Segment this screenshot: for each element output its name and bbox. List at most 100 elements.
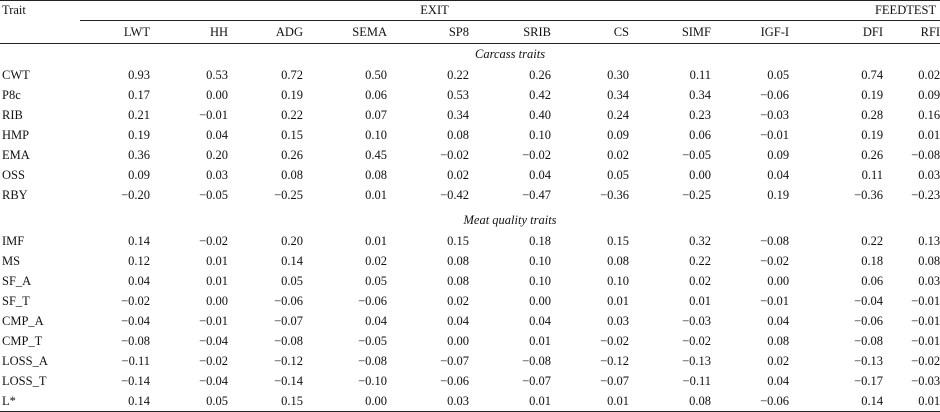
value-cell-sp8: 0.08 bbox=[447, 274, 469, 288]
table-row: P8c 0.17 0.00 0.19 0.06 0.53 0.42 0.34 0.34 −0.06… bbox=[0, 85, 940, 105]
table-row: EMA 0.36 0.20 0.26 0.45 −0.02 −0.02 0.02 −0.05 0.… bbox=[0, 145, 940, 165]
value-cell-hh: −0.01 bbox=[199, 314, 228, 328]
value-cell-cs: 0.34 bbox=[607, 88, 629, 102]
value-cell-srib: −0.47 bbox=[522, 188, 551, 202]
value-cell-cs: 0.03 bbox=[607, 314, 629, 328]
trait-name-cell: OSS bbox=[2, 168, 25, 182]
value-cell-simf: −0.25 bbox=[682, 188, 711, 202]
value-cell-adg: 0.05 bbox=[281, 274, 303, 288]
table-row: LOSS_T −0.14 −0.04 −0.14 −0.10 −0.06 −0.07 −0.0… bbox=[0, 371, 940, 391]
value-cell-rfi: −0.03 bbox=[911, 374, 940, 388]
value-cell-hh: 0.00 bbox=[206, 88, 228, 102]
section-title-blank bbox=[0, 210, 80, 231]
value-cell-igf-i: 0.04 bbox=[767, 168, 790, 182]
table-row: CWT 0.93 0.53 0.72 0.50 0.22 0.26 0.30 0.11 0.05 0… bbox=[0, 65, 940, 85]
value-cell-simf: 0.00 bbox=[689, 168, 711, 182]
section-title-blank bbox=[0, 44, 80, 66]
value-cell-sp8: 0.22 bbox=[447, 68, 469, 82]
value-cell-srib: 0.26 bbox=[529, 68, 551, 82]
table-row: CMP_A −0.04 −0.01 −0.07 0.04 0.04 0.04 0.03 −0.0… bbox=[0, 311, 940, 331]
value-cell-dfi: −0.04 bbox=[854, 294, 884, 308]
value-cell-dfi: 0.19 bbox=[861, 128, 884, 142]
value-cell-simf: −0.13 bbox=[682, 354, 711, 368]
value-cell-srib: 0.40 bbox=[529, 108, 551, 122]
value-cell-dfi: −0.36 bbox=[854, 188, 884, 202]
value-cell-adg: 0.26 bbox=[281, 148, 303, 162]
value-cell-rfi: 0.03 bbox=[918, 168, 940, 182]
column-header-sp8: SP8 bbox=[387, 20, 469, 44]
value-cell-lwt: 0.09 bbox=[128, 168, 150, 182]
value-cell-lwt: 0.04 bbox=[128, 274, 150, 288]
value-cell-sp8: 0.53 bbox=[447, 88, 469, 102]
table-row: OSS 0.09 0.03 0.08 0.08 0.02 0.04 0.05 0.00 0.04 0… bbox=[0, 165, 940, 185]
value-cell-simf: −0.02 bbox=[682, 334, 711, 348]
value-cell-sema: 0.01 bbox=[365, 234, 387, 248]
section-title-row: Meat quality traits bbox=[0, 210, 940, 231]
value-cell-cs: 0.08 bbox=[607, 254, 629, 268]
column-header-rfi: RFI bbox=[883, 20, 940, 44]
value-cell-srib: 0.00 bbox=[529, 294, 551, 308]
value-cell-hh: 0.05 bbox=[152, 391, 228, 412]
value-cell-sema: 0.08 bbox=[365, 168, 387, 182]
value-cell-dfi: 0.26 bbox=[861, 148, 884, 162]
value-cell-srib: 0.10 bbox=[529, 254, 551, 268]
value-cell-igf-i: −0.06 bbox=[711, 391, 790, 412]
value-cell-lwt: 0.21 bbox=[128, 108, 150, 122]
column-header-cs: CS bbox=[551, 20, 629, 44]
value-cell-sema: 0.50 bbox=[365, 68, 387, 82]
trait-name-cell: SF_A bbox=[2, 274, 32, 288]
value-cell-sema: 0.05 bbox=[365, 274, 387, 288]
value-cell-rfi: 0.13 bbox=[918, 234, 940, 248]
value-cell-hh: 0.00 bbox=[206, 294, 228, 308]
value-cell-sp8: −0.02 bbox=[440, 148, 469, 162]
value-cell-sema: 0.04 bbox=[365, 314, 387, 328]
section-title: Meat quality traits bbox=[463, 213, 557, 227]
value-cell-sema: −0.05 bbox=[358, 334, 387, 348]
value-cell-igf-i: 0.09 bbox=[767, 148, 790, 162]
value-cell-lwt: 0.36 bbox=[128, 148, 150, 162]
table-row: RBY −0.20 −0.05 −0.25 0.01 −0.42 −0.47 −0.36 −0.… bbox=[0, 185, 940, 205]
value-cell-sema: −0.06 bbox=[358, 294, 387, 308]
value-cell-rfi: 0.16 bbox=[918, 108, 940, 122]
column-header-adg: ADG bbox=[228, 20, 303, 44]
value-cell-sema: 0.45 bbox=[365, 148, 387, 162]
value-cell-cs: −0.12 bbox=[600, 354, 629, 368]
value-cell-dfi: 0.06 bbox=[861, 274, 884, 288]
trait-name-cell: P8c bbox=[2, 88, 21, 102]
value-cell-rfi: 0.09 bbox=[918, 88, 940, 102]
value-cell-sema: 0.10 bbox=[365, 128, 387, 142]
column-header-hh: HH bbox=[152, 20, 228, 44]
value-cell-simf: 0.01 bbox=[689, 294, 711, 308]
value-cell-sp8: 0.02 bbox=[447, 168, 469, 182]
value-cell-srib: 0.42 bbox=[529, 88, 551, 102]
value-cell-cs: 0.15 bbox=[607, 234, 629, 248]
value-cell-cs: −0.02 bbox=[600, 334, 629, 348]
trait-name-cell: LOSS_A bbox=[2, 354, 48, 368]
exit-group-header: EXIT bbox=[80, 0, 790, 21]
section-title-row: Carcass traits bbox=[0, 44, 940, 66]
value-cell-srib: 0.04 bbox=[529, 168, 551, 182]
value-cell-dfi: 0.11 bbox=[861, 168, 884, 182]
value-cell-hh: −0.02 bbox=[199, 234, 228, 248]
value-cell-adg: −0.07 bbox=[274, 314, 303, 328]
value-cell-simf: 0.06 bbox=[689, 128, 711, 142]
value-cell-adg: 0.19 bbox=[281, 88, 303, 102]
trait-name-cell: IMF bbox=[2, 234, 25, 248]
value-cell-hh: 0.01 bbox=[206, 254, 228, 268]
trait-name-cell: L* bbox=[0, 391, 80, 412]
value-cell-lwt: 0.19 bbox=[128, 128, 150, 142]
table-row: LOSS_A −0.11 −0.02 −0.12 −0.08 −0.07 −0.08 −0.1… bbox=[0, 351, 940, 371]
value-cell-sp8: 0.03 bbox=[387, 391, 469, 412]
value-cell-rfi: 0.01 bbox=[883, 391, 940, 412]
value-cell-rfi: 0.08 bbox=[918, 254, 940, 268]
value-cell-igf-i: 0.04 bbox=[767, 374, 790, 388]
table-row: SF_A 0.04 0.01 0.05 0.05 0.08 0.10 0.10 0.02 0.00… bbox=[0, 271, 940, 291]
value-cell-simf: 0.11 bbox=[689, 68, 711, 82]
value-cell-adg: −0.12 bbox=[274, 354, 303, 368]
value-cell-cs: −0.07 bbox=[600, 374, 629, 388]
trait-name-cell: MS bbox=[2, 254, 21, 268]
value-cell-simf: 0.22 bbox=[689, 254, 711, 268]
value-cell-sp8: 0.00 bbox=[447, 334, 469, 348]
value-cell-igf-i: −0.08 bbox=[760, 234, 790, 248]
value-cell-sema: 0.01 bbox=[365, 188, 387, 202]
